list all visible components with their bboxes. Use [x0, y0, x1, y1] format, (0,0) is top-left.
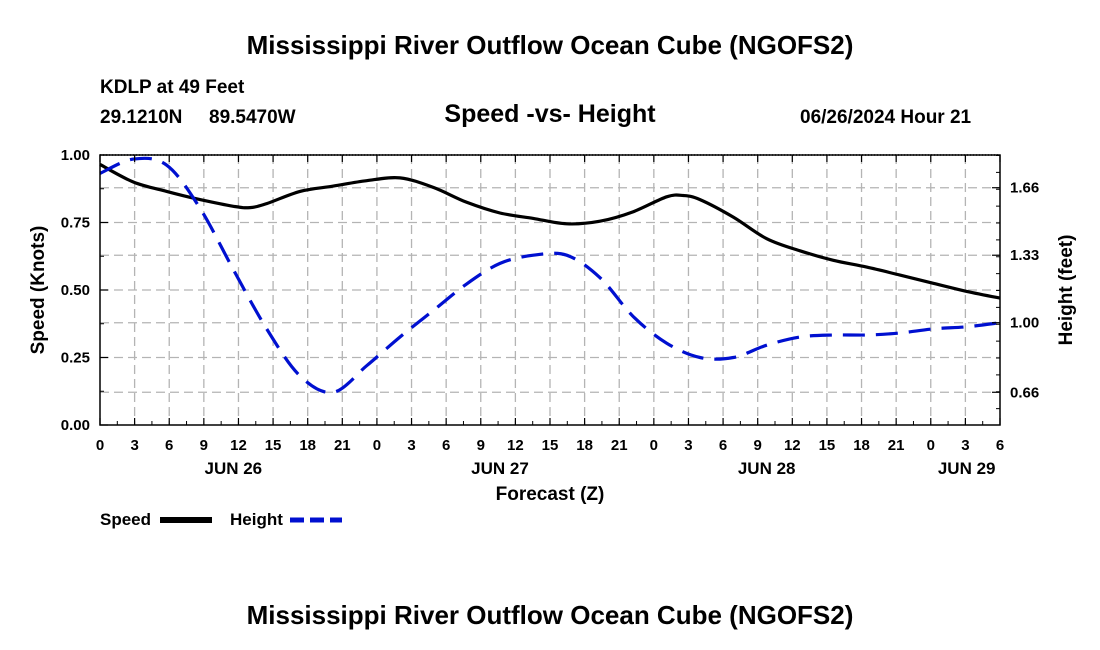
- axes-group: 0 3 6 9 12 15 18 21 0 3 6 9 12 15 18 21 0 3 6 9 12 15 18 21 0 3 6J…: [61, 147, 1039, 478]
- station-label: KDLP at 49 Feet: [100, 77, 245, 98]
- y-right-tick-label: 1.33: [1010, 247, 1039, 264]
- x-tick-label: 0: [96, 437, 104, 454]
- x-tick-label: 9: [477, 437, 485, 454]
- x-tick-label: 3: [961, 437, 969, 454]
- legend-height-label: Height: [230, 510, 283, 529]
- date-label: JUN 26: [205, 459, 263, 478]
- x-tick-label: 21: [334, 437, 351, 454]
- x-tick-label: 12: [230, 437, 247, 454]
- speed-series-line: [99, 163, 1001, 300]
- legend-speed-label: Speed: [100, 510, 152, 529]
- x-tick-label: 0: [927, 437, 935, 454]
- x-tick-label: 18: [853, 437, 870, 454]
- latitude-label: 29.1210N: [100, 107, 183, 128]
- date-label: JUN 28: [738, 459, 796, 478]
- x-tick-label: 6: [719, 437, 727, 454]
- y-right-tick-label: 0.66: [1010, 384, 1039, 401]
- x-tick-label: 12: [784, 437, 801, 454]
- y-left-tick-label: 1.00: [61, 147, 90, 164]
- x-tick-label: 6: [996, 437, 1004, 454]
- x-tick-label: 12: [507, 437, 524, 454]
- chart-title: Speed -vs- Height: [444, 100, 656, 128]
- x-tick-label: 6: [442, 437, 450, 454]
- main-title: Mississippi River Outflow Ocean Cube (NG…: [246, 30, 854, 60]
- y-left-tick-label: 0.00: [61, 417, 90, 434]
- datetime-label: 06/26/2024 Hour 21: [800, 107, 972, 128]
- grid-lines: [100, 155, 1000, 425]
- x-axis-label: Forecast (Z): [496, 484, 605, 505]
- x-tick-label: 18: [299, 437, 316, 454]
- y-right-tick-label: 1.00: [1010, 315, 1039, 332]
- date-label: JUN 29: [938, 459, 996, 478]
- y-axis-left-label: Speed (Knots): [28, 226, 49, 355]
- x-tick-label: 21: [611, 437, 628, 454]
- x-tick-label: 15: [265, 437, 282, 454]
- x-tick-label: 0: [650, 437, 658, 454]
- y-axis-right-label: Height (feet): [1056, 235, 1077, 346]
- series-group: [99, 156, 1001, 395]
- y-left-tick-label: 0.25: [61, 350, 90, 367]
- x-tick-label: 3: [684, 437, 692, 454]
- date-label: JUN 27: [471, 459, 529, 478]
- x-tick-label: 3: [407, 437, 415, 454]
- height-series-line: [99, 156, 1001, 395]
- y-right-tick-label: 1.66: [1010, 180, 1039, 197]
- x-tick-label: 18: [576, 437, 593, 454]
- x-tick-label: 0: [373, 437, 381, 454]
- y-left-tick-label: 0.50: [61, 282, 90, 299]
- footer-title: Mississippi River Outflow Ocean Cube (NG…: [246, 600, 854, 630]
- x-tick-label: 15: [542, 437, 559, 454]
- x-tick-label: 21: [888, 437, 905, 454]
- y-left-tick-label: 0.75: [61, 215, 90, 232]
- x-tick-label: 15: [819, 437, 836, 454]
- longitude-label: 89.5470W: [209, 107, 296, 128]
- x-tick-label: 9: [754, 437, 762, 454]
- x-tick-label: 3: [130, 437, 138, 454]
- x-tick-label: 9: [200, 437, 208, 454]
- x-tick-label: 6: [165, 437, 173, 454]
